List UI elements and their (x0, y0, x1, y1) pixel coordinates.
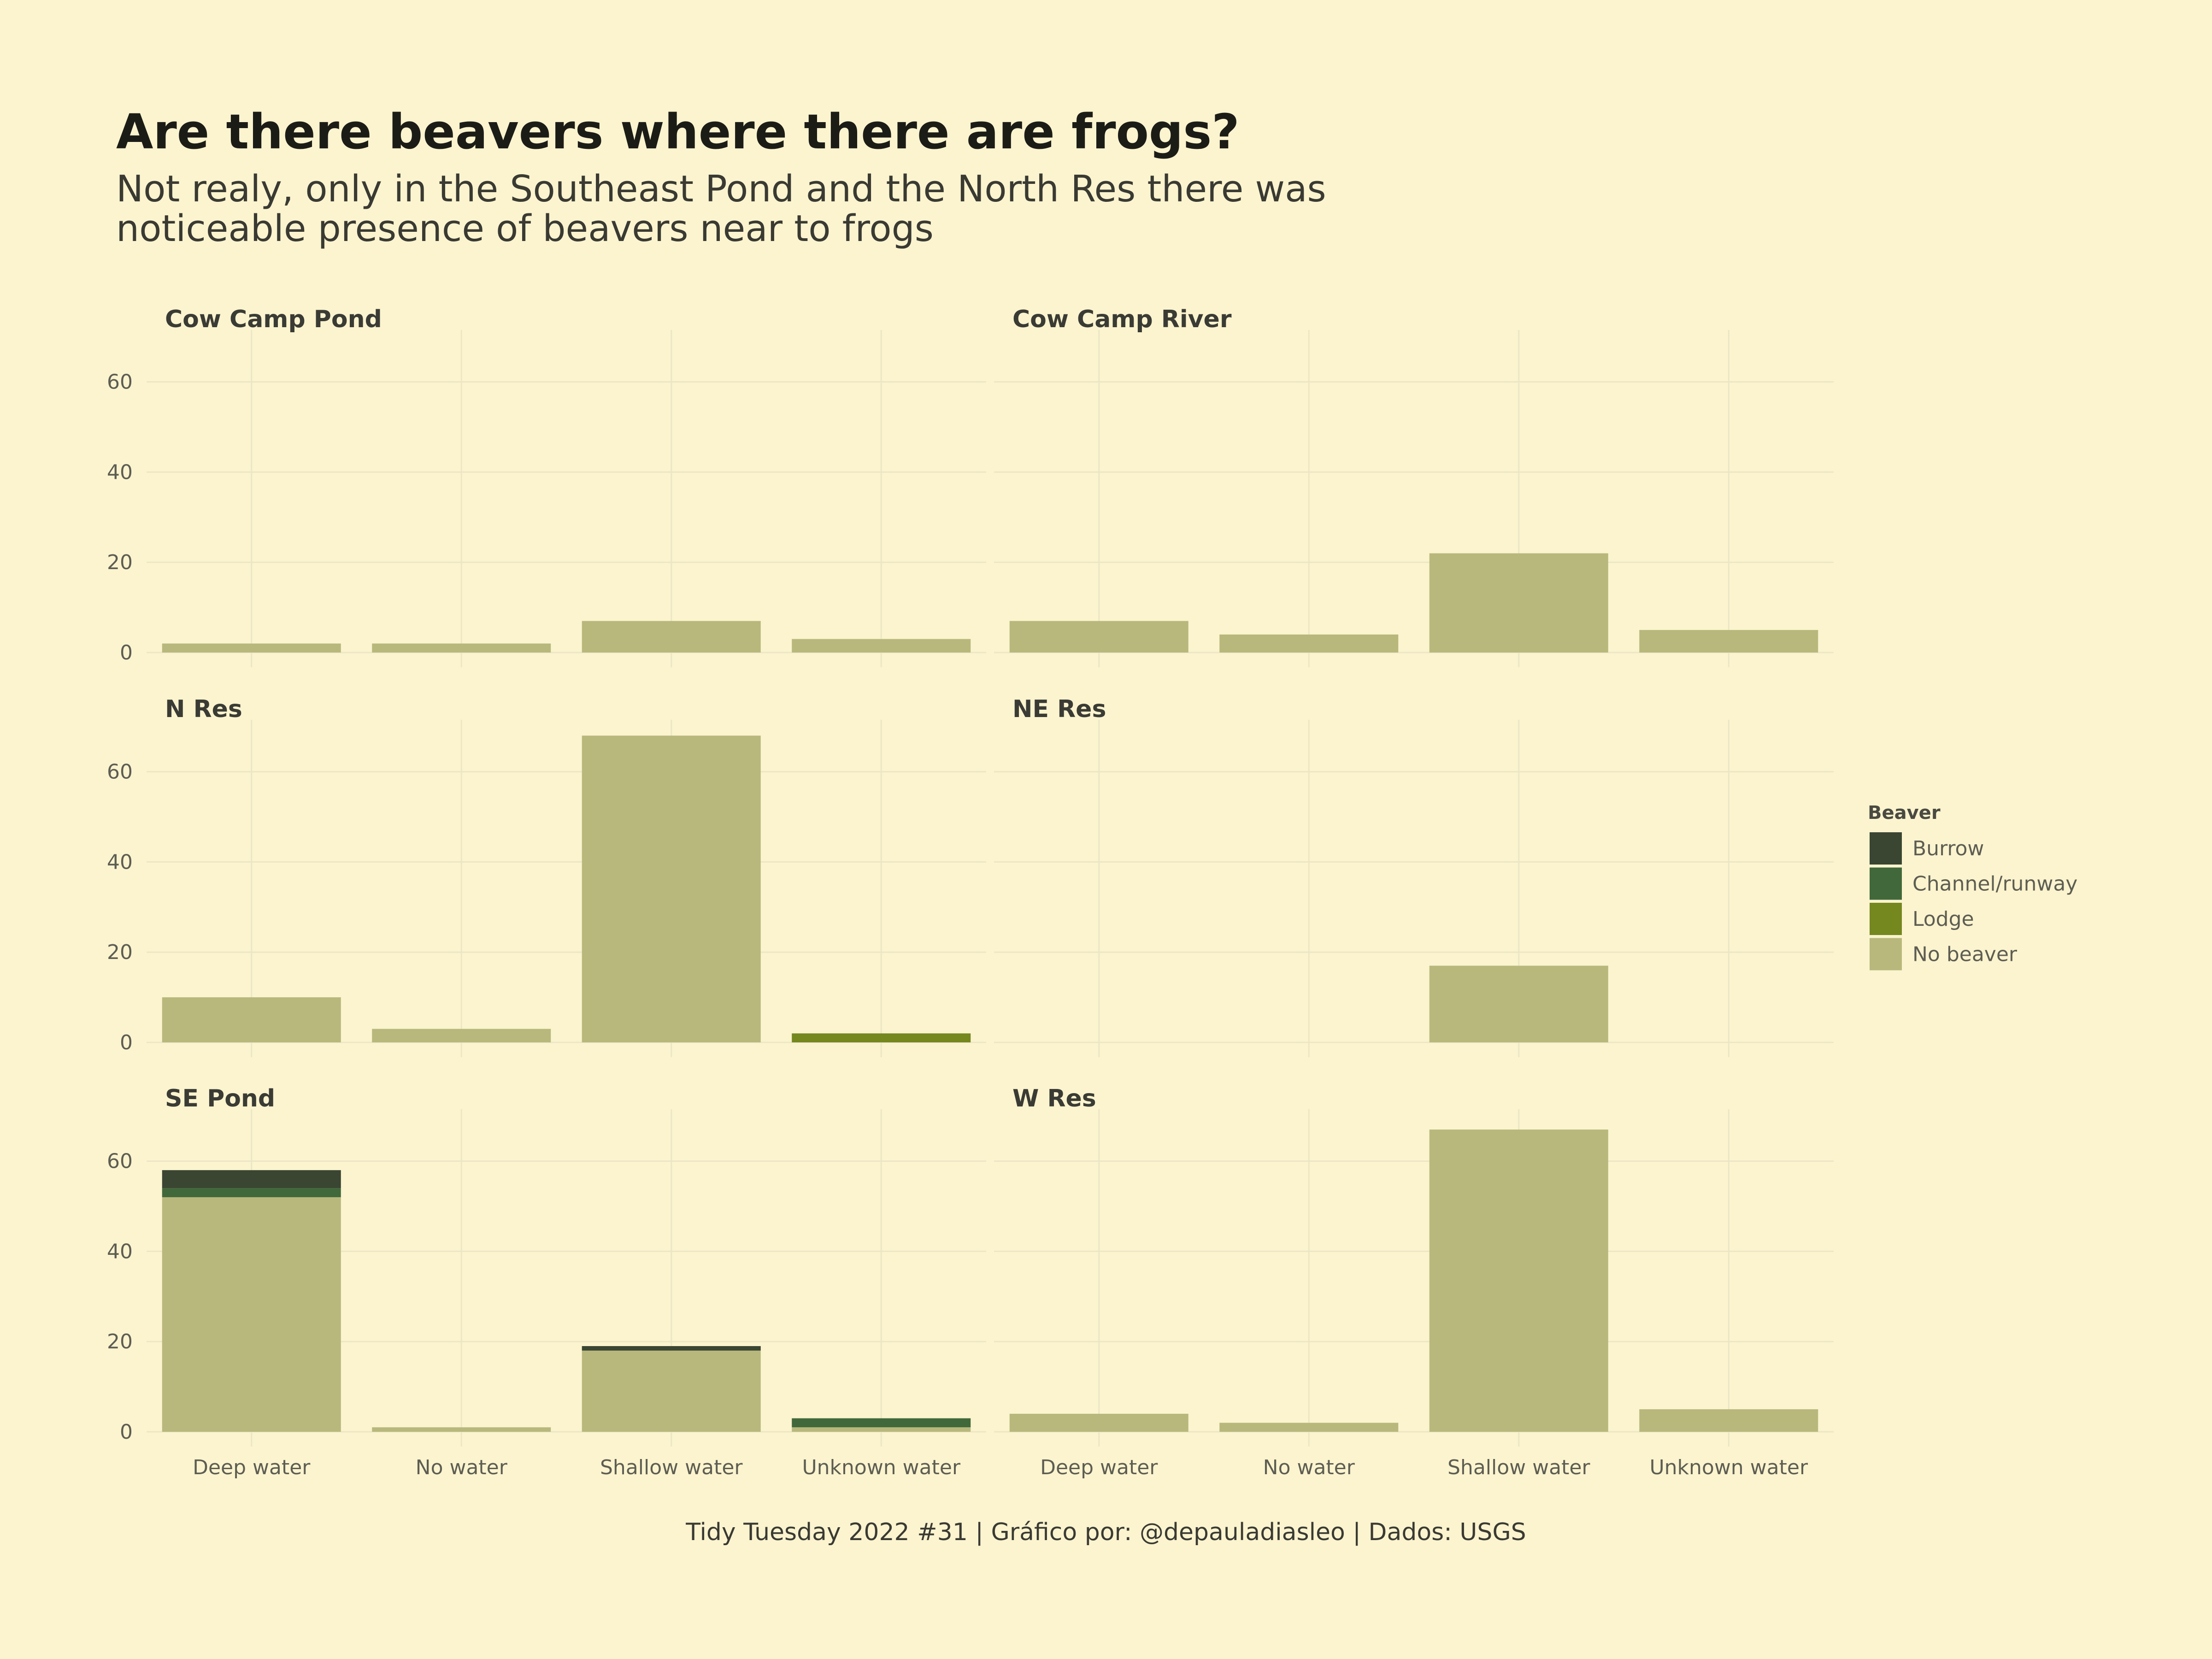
legend-label: Lodge (1912, 907, 1974, 931)
legend-title: Beaver (1868, 802, 1941, 824)
bar-lodge-unknown-water (792, 1033, 971, 1042)
chart-title: Are there beavers where there are frogs? (116, 104, 1240, 160)
y-tick-label: 60 (107, 371, 133, 394)
bar-no-beaver-shallow-water (582, 735, 761, 1042)
legend-swatch (1870, 867, 1902, 900)
y-tick-label: 40 (107, 460, 133, 484)
bar-no-beaver-unknown-water (792, 1427, 971, 1432)
x-tick-label: Deep water (193, 1456, 311, 1479)
bar-channel-runway-deep-water (162, 1188, 341, 1197)
bar-no-beaver-no-water (372, 1029, 551, 1042)
bar-no-beaver-deep-water (1009, 621, 1188, 653)
y-tick-label: 40 (107, 850, 133, 874)
x-tick-label: Shallow water (600, 1456, 743, 1479)
y-tick-label: 0 (120, 1031, 133, 1054)
bar-no-beaver-deep-water (1009, 1413, 1188, 1432)
y-tick-label: 20 (107, 551, 133, 574)
panel-w-res: W Res Deep water No water Shallow water Unkn… (994, 1085, 1834, 1479)
x-tick-label: Deep water (1040, 1456, 1158, 1479)
x-tick-label: No water (1263, 1456, 1355, 1479)
legend-label: Burrow (1912, 837, 1984, 860)
bar-no-beaver-no-water (1219, 634, 1399, 653)
y-tick-label: 40 (107, 1240, 133, 1263)
panel-title: SE Pond (165, 1085, 275, 1112)
legend-item-lodge: Lodge (1870, 903, 1974, 935)
chart-subtitle-line-2: noticeable presence of beavers near to f… (116, 207, 934, 250)
y-tick-label: 20 (107, 1330, 133, 1353)
panel-n-res: N Res 0 20 40 60 (107, 695, 986, 1057)
legend-label: Channel/runway (1912, 872, 2077, 896)
bar-channel-runway-unknown-water (792, 1418, 971, 1428)
x-tick-label: No water (416, 1456, 508, 1479)
legend-swatch (1870, 903, 1902, 935)
legend-item-burrow: Burrow (1870, 832, 1984, 865)
y-tick-label: 20 (107, 941, 133, 964)
panel-title: Cow Camp River (1012, 306, 1232, 333)
bar-no-beaver-deep-water (162, 997, 341, 1042)
bar-no-beaver-no-water (1219, 1423, 1399, 1432)
bar-no-beaver-unknown-water (1639, 630, 1818, 653)
y-tick-label: 0 (120, 641, 133, 665)
x-tick-label: Unknown water (802, 1456, 961, 1479)
y-tick-label: 0 (120, 1420, 133, 1444)
x-tick-label: Unknown water (1649, 1456, 1808, 1479)
facet-panels: Cow Camp Pond 0 20 40 60 Cow Camp River N Res 0… (107, 306, 1834, 1479)
y-tick-label: 60 (107, 1150, 133, 1173)
bar-no-beaver-shallow-water (1429, 553, 1608, 653)
panel-title: N Res (165, 695, 242, 723)
panel-title: Cow Camp Pond (165, 306, 382, 333)
chart-subtitle-line-1: Not realy, only in the Southeast Pond an… (116, 168, 1326, 210)
x-tick-label: Shallow water (1447, 1456, 1590, 1479)
legend: Beaver Burrow Channel/runway Lodge No beaver (1868, 802, 2077, 971)
panel-cow-camp-pond: Cow Camp Pond 0 20 40 60 (107, 306, 986, 667)
bar-no-beaver-shallow-water (582, 1350, 761, 1432)
legend-swatch (1870, 832, 1902, 865)
bar-no-beaver-unknown-water (792, 639, 971, 653)
bar-no-beaver-unknown-water (1639, 1409, 1818, 1432)
legend-label: No beaver (1912, 943, 2018, 966)
panel-ne-res: NE Res (994, 695, 1834, 1057)
chart-caption: Tidy Tuesday 2022 #31 | Gráfico por: @de… (685, 1518, 1526, 1546)
legend-item-channel-runway: Channel/runway (1870, 867, 2077, 900)
panel-title: NE Res (1012, 695, 1106, 723)
panel-cow-camp-river: Cow Camp River (994, 306, 1834, 667)
panel-se-pond: SE Pond 0 20 40 60 Deep water No water Shallow … (107, 1085, 986, 1479)
bar-no-beaver-no-water (372, 643, 551, 653)
bar-burrow-deep-water (162, 1170, 341, 1188)
legend-item-no-beaver: No beaver (1870, 938, 2018, 971)
panel-title: W Res (1012, 1085, 1096, 1112)
bar-no-beaver-no-water (372, 1427, 551, 1432)
legend-swatch (1870, 938, 1902, 971)
bar-no-beaver-deep-water (162, 643, 341, 653)
bar-no-beaver-deep-water (162, 1197, 341, 1432)
bar-no-beaver-shallow-water (1429, 965, 1608, 1042)
bar-no-beaver-shallow-water (582, 621, 761, 653)
bar-no-beaver-shallow-water (1429, 1130, 1608, 1432)
bar-burrow-shallow-water (582, 1346, 761, 1351)
y-tick-label: 60 (107, 760, 133, 784)
